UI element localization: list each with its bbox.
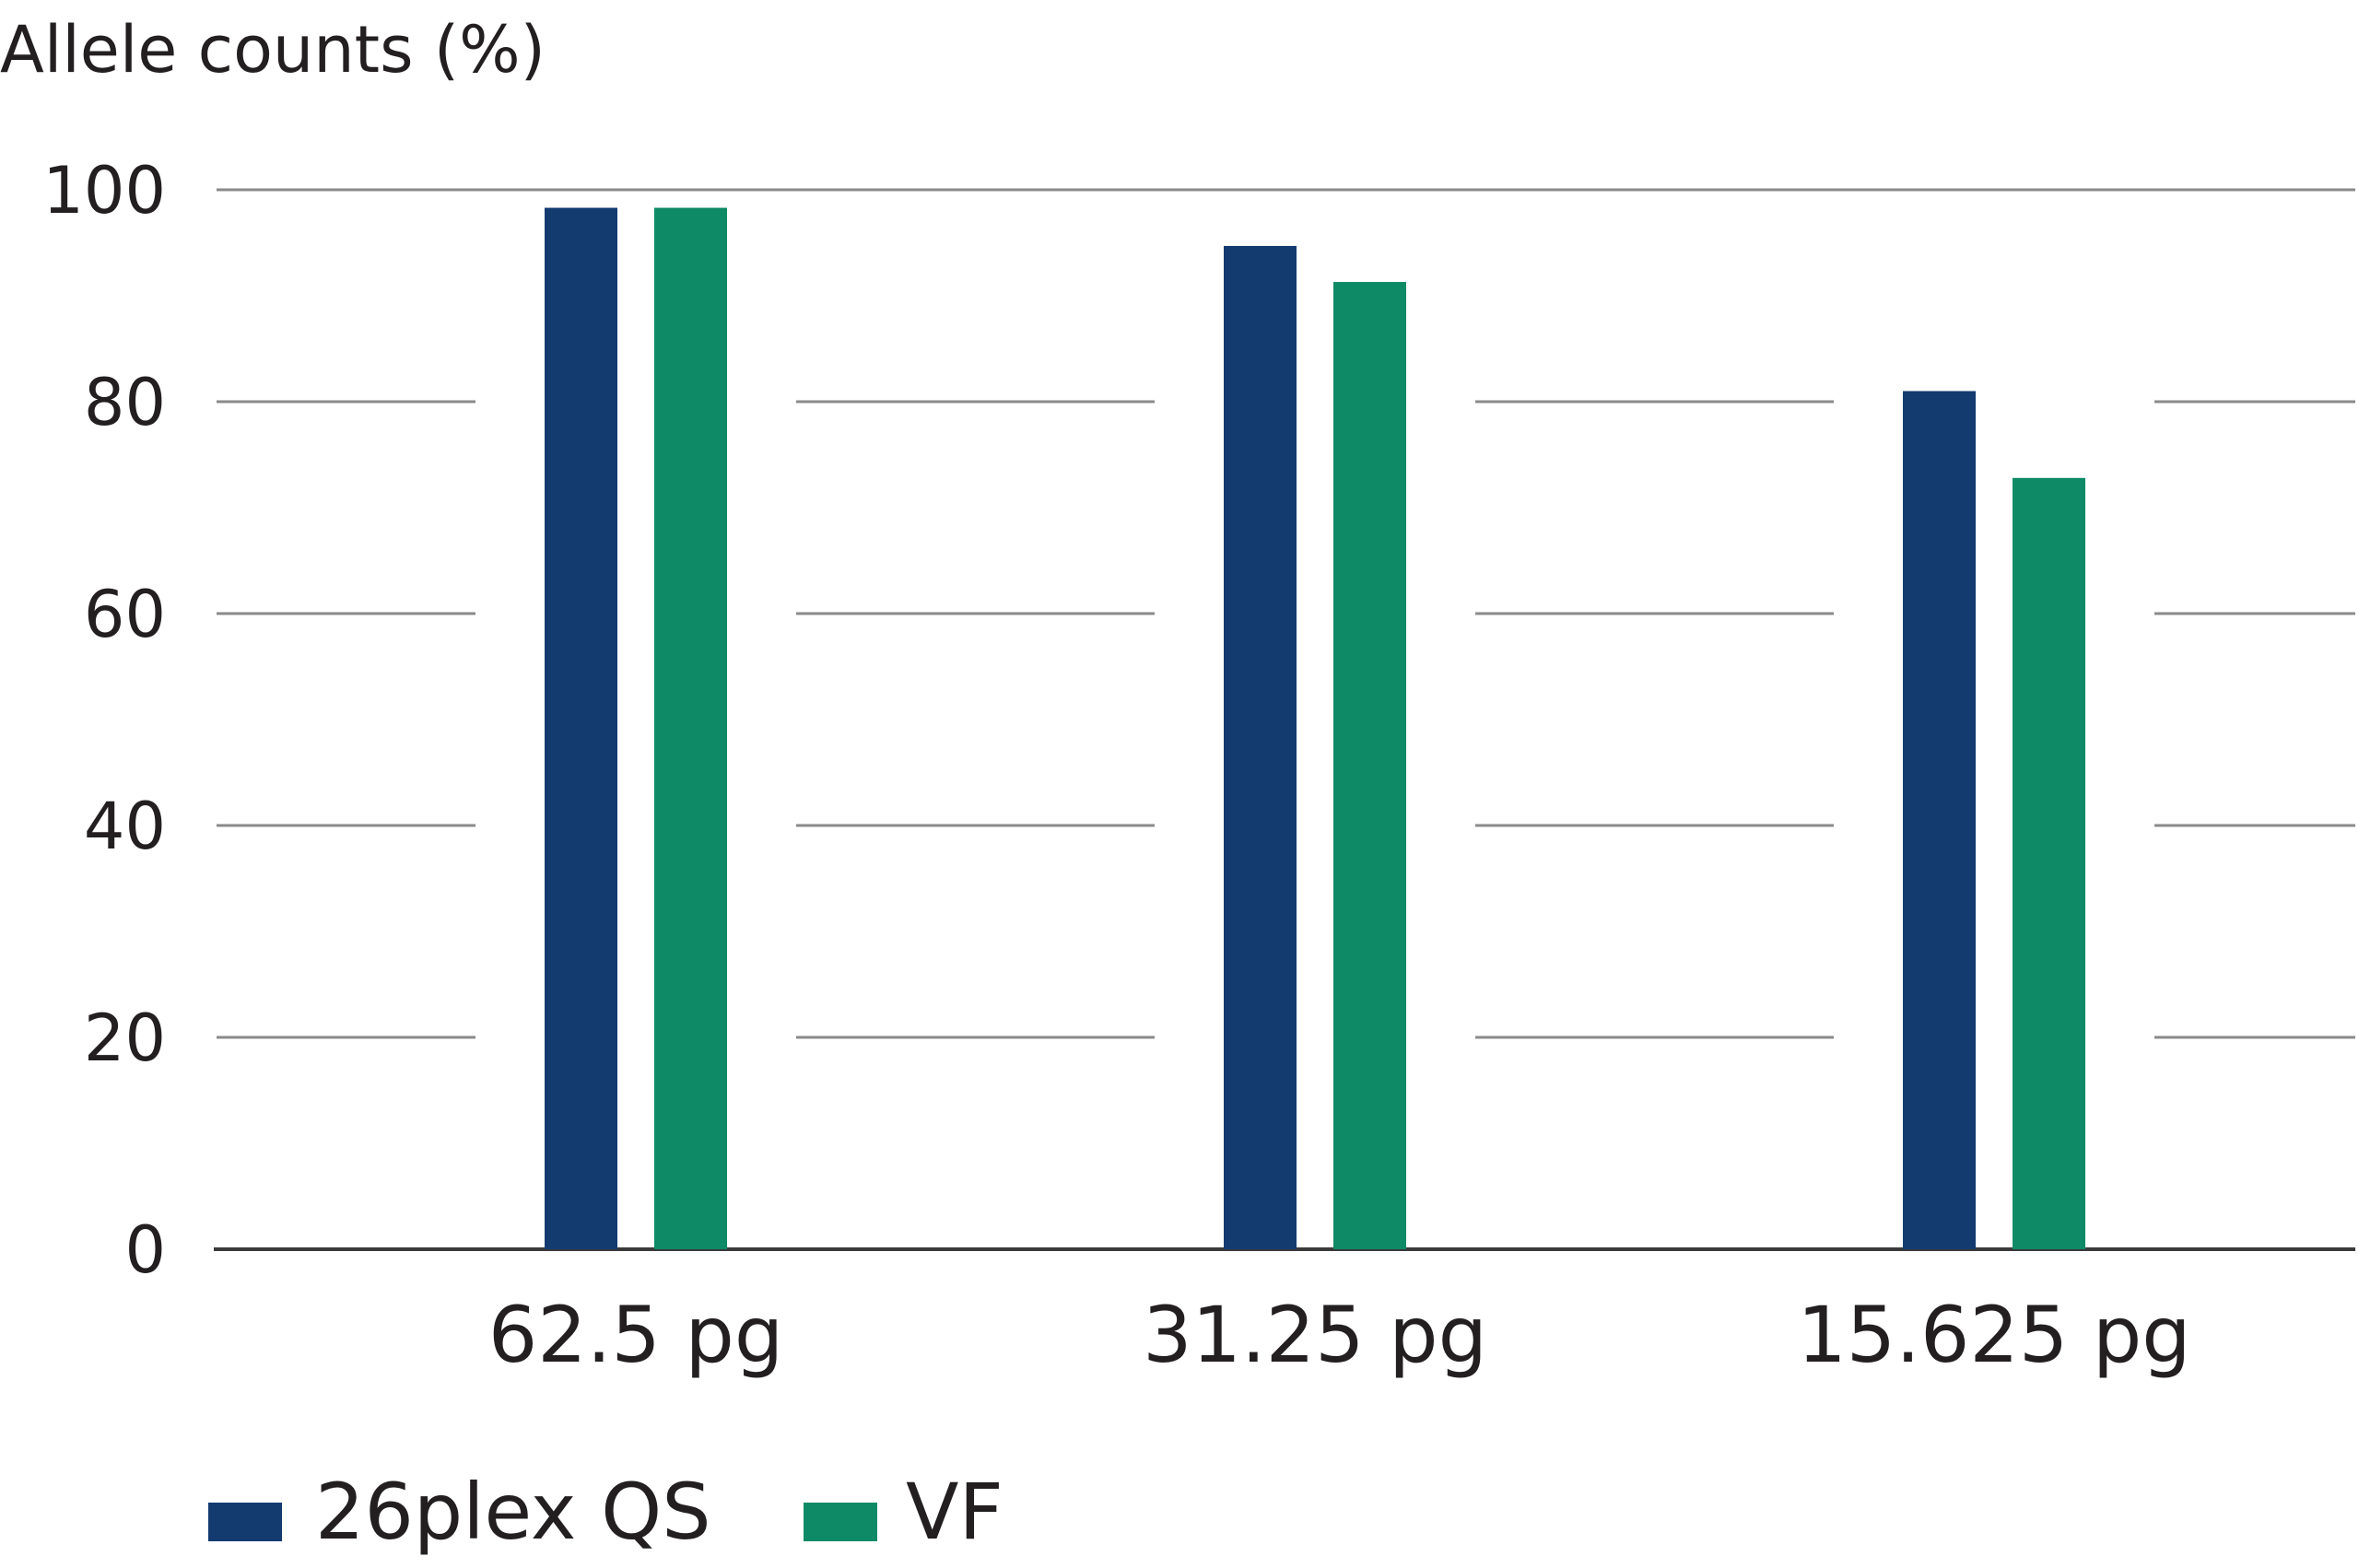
bars — [475, 205, 2154, 1250]
y-tick-label: 100 — [42, 153, 166, 228]
y-tick-label: 20 — [84, 1000, 166, 1076]
legend-label: VF — [906, 1467, 1003, 1557]
bar-group-background — [1834, 389, 2154, 1247]
bar-series-1 — [1903, 391, 1976, 1249]
y-axis-ticks: 0 20 40 60 80 100 — [42, 153, 166, 1288]
y-axis-label: Allele counts (%) — [0, 12, 546, 88]
bar-series-2 — [654, 207, 727, 1249]
legend-label: 26plex QS — [315, 1467, 711, 1557]
bar-series-2 — [2013, 477, 2085, 1249]
x-axis-ticks: 62.5 pg 31.25 pg 15.625 pg — [488, 1290, 2191, 1380]
x-tick-label: 31.25 pg — [1143, 1290, 1487, 1380]
y-tick-label: 80 — [84, 365, 166, 440]
bar-group-background — [475, 205, 796, 1247]
bar-group-background — [1155, 243, 1475, 1248]
x-tick-label: 62.5 pg — [488, 1290, 783, 1380]
legend-swatch — [804, 1503, 877, 1541]
x-tick-label: 15.625 pg — [1797, 1290, 2190, 1380]
y-tick-label: 60 — [84, 577, 166, 652]
y-tick-label: 0 — [124, 1212, 166, 1288]
bar-series-1 — [1224, 245, 1297, 1250]
legend-swatch — [208, 1503, 282, 1541]
bar-series-2 — [1333, 282, 1406, 1249]
y-tick-label: 40 — [84, 789, 166, 864]
legend: 26plex QS VF — [208, 1467, 1003, 1557]
bar-series-1 — [545, 207, 617, 1249]
